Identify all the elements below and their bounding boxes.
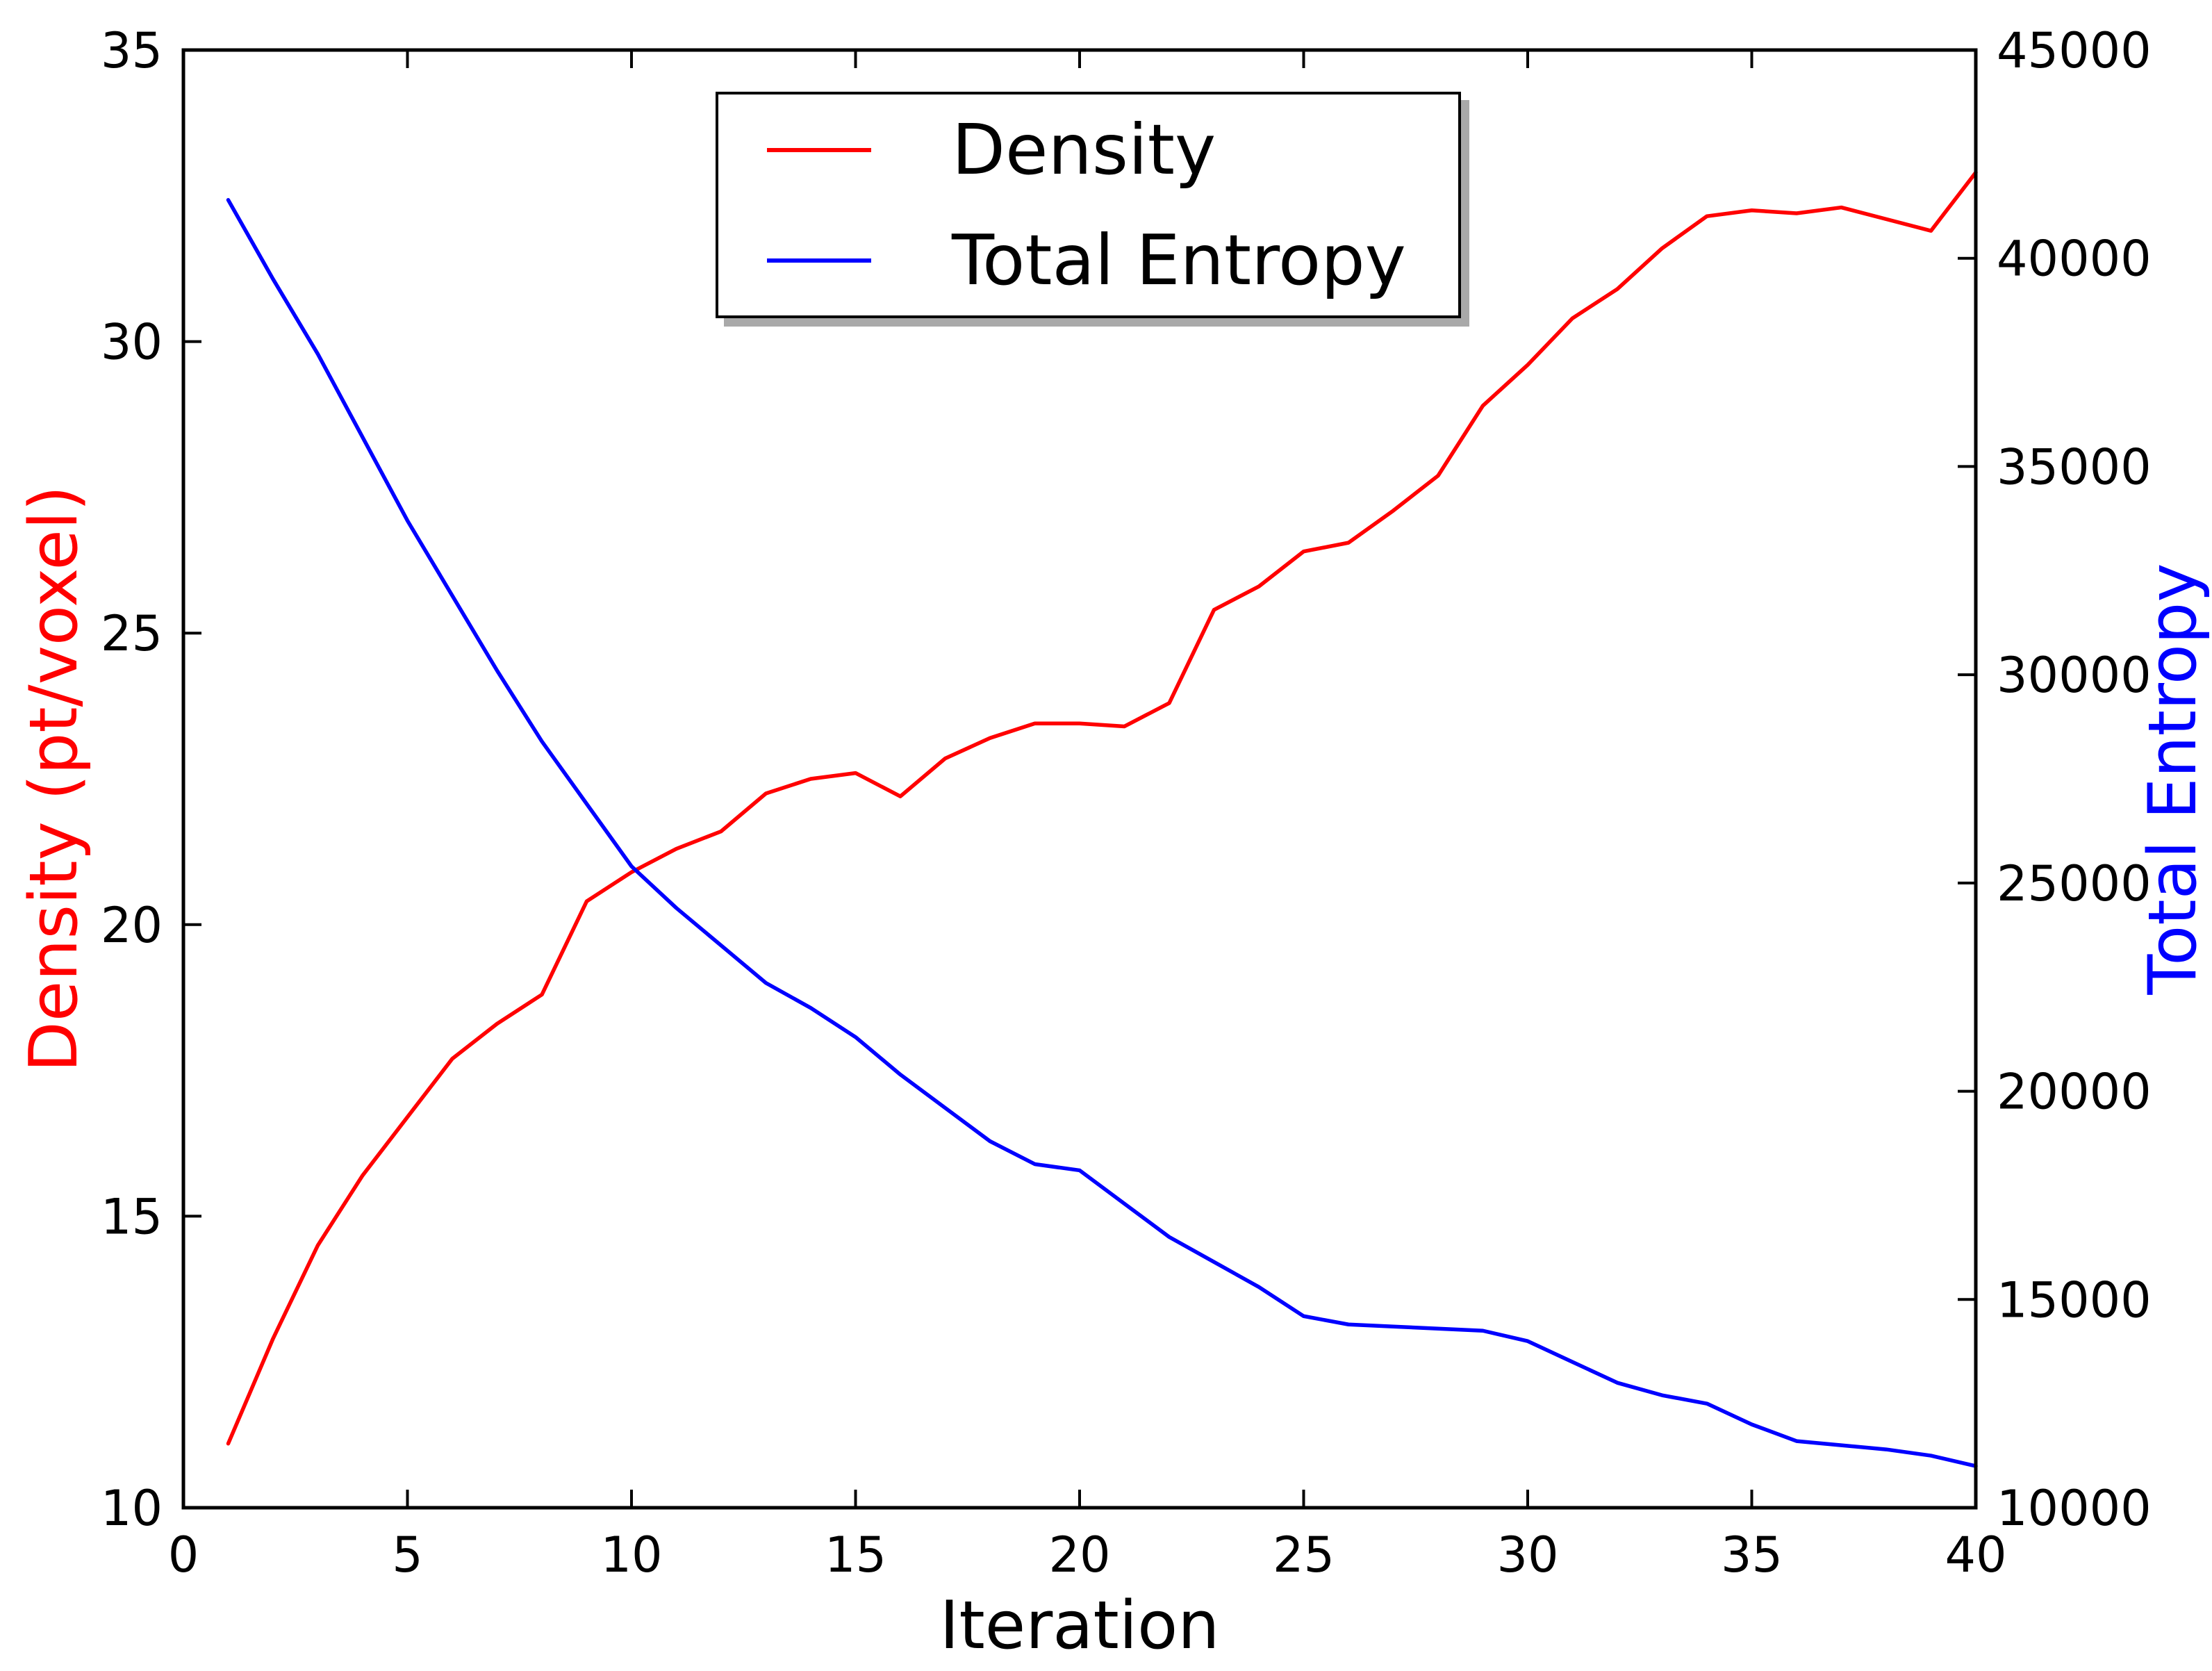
x-tick-label: 15 — [825, 1526, 886, 1583]
x-tick-label: 0 — [168, 1526, 199, 1583]
y-left-tick-label: 25 — [101, 605, 163, 662]
y-axis-label-left: Density (pt/voxel) — [16, 486, 92, 1073]
y-left-tick-label: 15 — [101, 1188, 163, 1245]
plot-border — [181, 48, 1978, 1510]
legend-row-total-entropy: Total Entropy — [718, 209, 1458, 312]
y-left-tick-label: 30 — [101, 314, 163, 371]
y-left-tick-label: 35 — [101, 22, 163, 79]
legend-label-density: Density — [952, 108, 1216, 190]
y-right-tick-label: 30000 — [1997, 647, 2152, 704]
series-lines — [226, 170, 1978, 1468]
y-left-tick-label: 20 — [101, 897, 163, 954]
y-right-tick-label: 45000 — [1997, 22, 2152, 79]
x-tick-label: 35 — [1721, 1526, 1783, 1583]
legend-row-density: Density — [718, 99, 1458, 201]
legend-label-total-entropy: Total Entropy — [952, 219, 1406, 301]
total-entropy-line-sample — [767, 258, 871, 263]
density-line-sample — [767, 147, 871, 152]
density-line — [226, 170, 1978, 1446]
x-tick-label: 10 — [600, 1526, 662, 1583]
legend: Density Total Entropy — [716, 92, 1461, 318]
y-right-tick-label: 10000 — [1997, 1480, 2152, 1537]
y-right-tick-label: 20000 — [1997, 1064, 2152, 1121]
x-tick-label: 40 — [1945, 1526, 2006, 1583]
y-left-tick-label: 10 — [101, 1480, 163, 1537]
y-right-tick-label: 25000 — [1997, 855, 2152, 912]
axes: 0 5 10 15 20 25 30 35 40 10 15 20 25 30 35 10000 15000 20… — [101, 22, 2152, 1583]
x-tick-label: 5 — [392, 1526, 423, 1583]
y-right-tick-label: 15000 — [1997, 1271, 2152, 1328]
x-tick-label: 30 — [1496, 1526, 1558, 1583]
total-entropy-line — [226, 198, 1978, 1468]
x-axis-label: Iteration — [940, 1588, 1220, 1664]
x-tick-label: 25 — [1273, 1526, 1335, 1583]
y-axis-label-right: Total Entropy — [2135, 563, 2211, 995]
y-right-tick-label: 40000 — [1997, 231, 2152, 288]
y-right-tick-label: 35000 — [1997, 438, 2152, 495]
x-tick-label: 20 — [1048, 1526, 1110, 1583]
